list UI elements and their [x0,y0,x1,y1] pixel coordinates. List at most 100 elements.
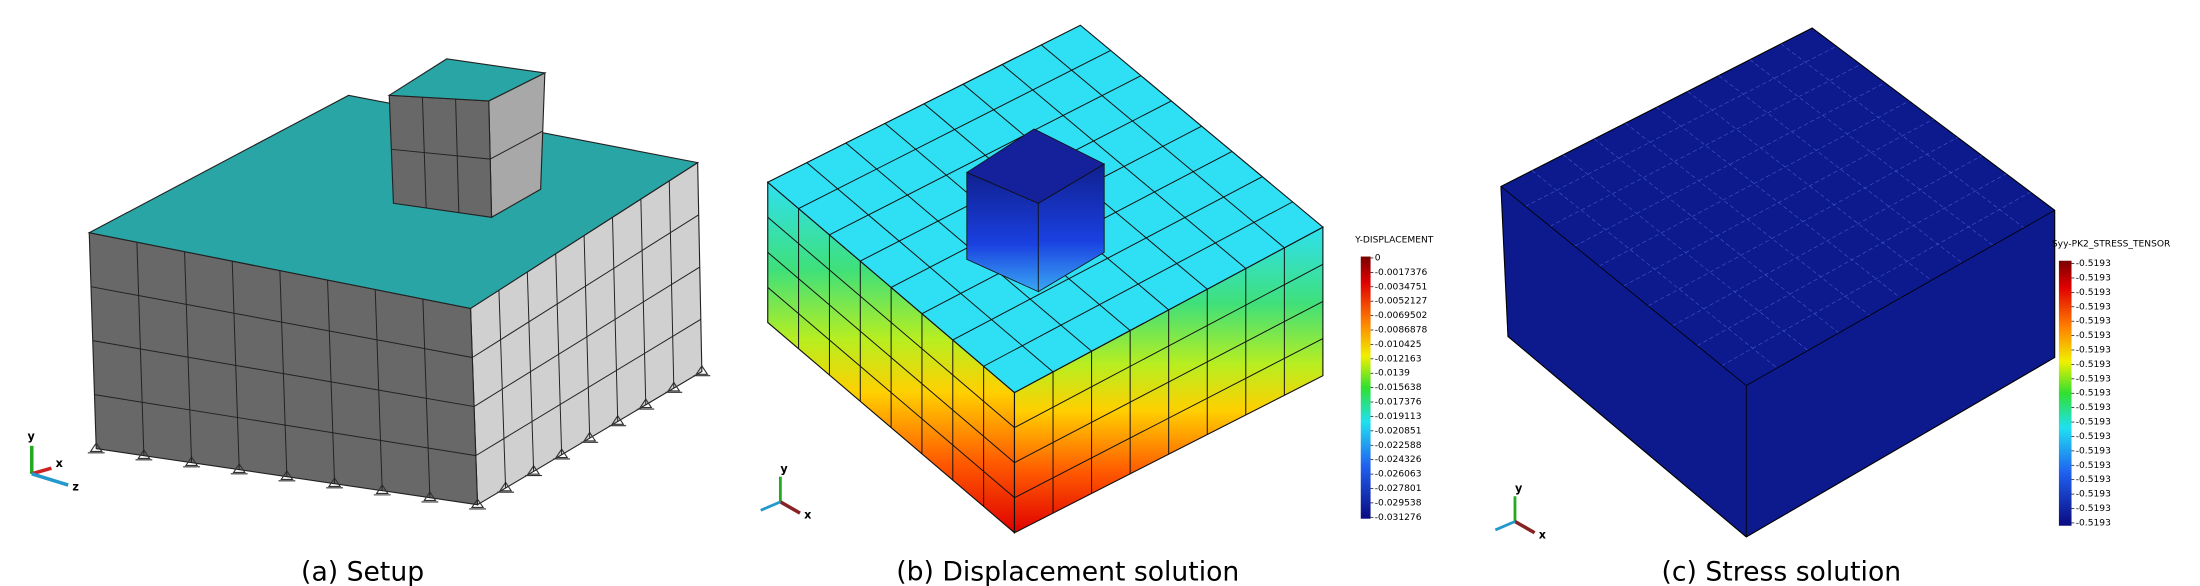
colorbar-label: -0.5193 [2076,374,2111,384]
caption: (c) Stress solution [1662,556,1902,586]
support [469,498,486,510]
colorbar-label: -0.024326 [1375,455,1422,465]
colorbar-label: -0.0052127 [1375,297,1428,307]
support [373,484,391,496]
colorbar-label: -0.015638 [1375,383,1422,393]
colorbar-label: -0.5193 [2076,461,2111,471]
colorbar-label: -0.5193 [2076,346,2111,356]
colorbar-label: -0.010425 [1375,340,1422,350]
mesh-line [1623,118,1934,287]
mesh-line [1598,100,1910,267]
support [230,463,248,475]
support [665,381,683,393]
mesh-line [1780,43,2025,229]
support [553,448,571,460]
colorbar-label: -0.5193 [2076,518,2111,528]
colorbar-label: -0.5193 [2076,504,2111,514]
mesh-line [472,214,699,358]
axis-triad: y x z [28,430,79,493]
colorbar-label: -0.5193 [2076,490,2111,500]
support [278,470,296,482]
colorbar-label: -0.012163 [1375,354,1422,364]
colorbar-label: -0.5193 [2076,418,2111,428]
panel-stress: y x Syy-PK2_STRESS_TENSOR (c) Stress sol… [1494,27,2171,586]
mesh-line [473,266,701,407]
colorbar-label: -0.5193 [2076,331,2111,341]
mesh-line [94,394,476,457]
mesh-line [798,50,1111,209]
cube-top-face [387,58,547,102]
mesh-line [1718,75,1963,264]
colorbar-label: -0.026063 [1375,470,1422,480]
axis-triad: y x [1494,482,1547,541]
colorbar-label: -0.5193 [2076,273,2111,283]
mesh-line [829,75,1142,236]
support [326,477,343,489]
colorbar-label: -0.5193 [2076,475,2111,485]
support [525,464,543,477]
colorbar-label: -0.017376 [1375,398,1422,408]
axis-triad: y x [760,462,812,522]
colorbar-label: -0.027801 [1375,484,1422,494]
axis-label: z [72,481,79,494]
mesh-line [475,318,702,457]
colorbar-label: -0.5193 [2076,446,2111,456]
mesh-line [1525,46,1837,207]
colorbar-label: -0.0086878 [1375,325,1428,335]
support [609,414,627,427]
colorbar-label: -0.5193 [2076,403,2111,413]
mesh [1500,43,2055,537]
cube-top-face [965,128,1106,204]
mesh-line [1672,155,1983,327]
caption: (a) Setup [301,556,424,586]
colorbar-label: -0.0017376 [1375,268,1428,278]
mesh-line [952,176,1263,341]
colorbar-label: 0 [1375,253,1381,263]
mesh-line [90,286,473,358]
colorbar-label: -0.020851 [1375,426,1422,436]
axis-label: x [804,509,812,522]
colorbar-label: -0.031276 [1375,513,1422,523]
support [693,364,711,377]
colorbar-label: -0.5193 [2076,288,2111,298]
support [135,449,153,461]
cube-front-face [388,94,493,218]
colorbar-label: -0.5193 [2076,302,2111,312]
mesh-line [983,201,1293,367]
colorbar-label: -0.5193 [2076,389,2111,399]
colorbar-label: -0.5193 [2076,360,2111,370]
mesh-line [1687,91,1932,281]
axis-label: y [1515,482,1523,495]
mesh-line [767,251,1015,464]
mesh-line [1014,263,1324,429]
colorbar-label: -0.5193 [2076,317,2111,327]
mesh-line [1549,64,1861,227]
support [581,431,599,443]
colorbar-label: -0.029538 [1375,498,1422,508]
colorbar-title: Syy-PK2_STRESS_TENSOR [2052,240,2171,250]
colorbar-label: -0.0139 [1375,369,1410,379]
support [637,398,655,410]
mesh-line [489,130,543,160]
panel-setup: y x z (a) Setup [28,58,711,586]
supports [87,364,711,510]
mesh-line [391,148,491,160]
axis-label: x [56,457,64,470]
mesh-line [767,216,1015,428]
colorbar [1360,256,1371,519]
colorbar-label: -0.019113 [1375,412,1422,422]
axis-label: y [780,462,788,475]
colorbar-label: -0.022588 [1375,441,1422,451]
axis-label: x [1539,528,1547,541]
block [1500,27,2056,538]
mesh-line [1014,338,1324,499]
support [183,456,200,468]
colorbar-label: -0.0034751 [1375,282,1428,292]
support [421,491,439,503]
colorbar-title: Y-DISPLACEMENT [1354,236,1434,246]
mesh-line [767,287,1015,499]
mesh-line [1721,191,2031,366]
mesh-line [1749,59,1994,246]
colorbar-label: -0.5193 [2076,432,2111,442]
